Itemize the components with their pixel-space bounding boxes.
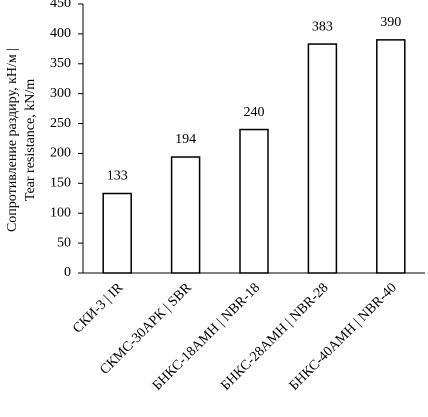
y-tick-label: 200 xyxy=(50,146,71,161)
bar xyxy=(307,43,338,274)
x-tick-label: СКИ-3 | IR xyxy=(70,280,127,337)
y-axis-label: Tear resistance, kN/m xyxy=(23,79,38,201)
bar xyxy=(102,192,132,274)
y-tick-label: 450 xyxy=(50,0,71,11)
y-tick-label: 100 xyxy=(50,205,71,220)
value-label: 383 xyxy=(312,19,333,34)
y-tick-label: 350 xyxy=(50,56,71,71)
value-label: 133 xyxy=(107,169,128,184)
bar xyxy=(376,39,406,274)
y-tick-label: 0 xyxy=(64,265,71,280)
value-label: 194 xyxy=(175,132,196,147)
value-label: 240 xyxy=(244,105,265,120)
y-tick-label: 250 xyxy=(50,116,71,131)
y-tick-label: 300 xyxy=(50,86,71,101)
bar xyxy=(170,156,201,274)
bar xyxy=(239,128,269,274)
value-label: 390 xyxy=(380,15,401,30)
y-tick-label: 50 xyxy=(57,235,71,250)
y-tick-label: 400 xyxy=(50,26,71,41)
y-tick-label: 150 xyxy=(50,176,71,191)
y-axis-label: Сопротивление раздиру, кН/м | xyxy=(5,48,20,232)
